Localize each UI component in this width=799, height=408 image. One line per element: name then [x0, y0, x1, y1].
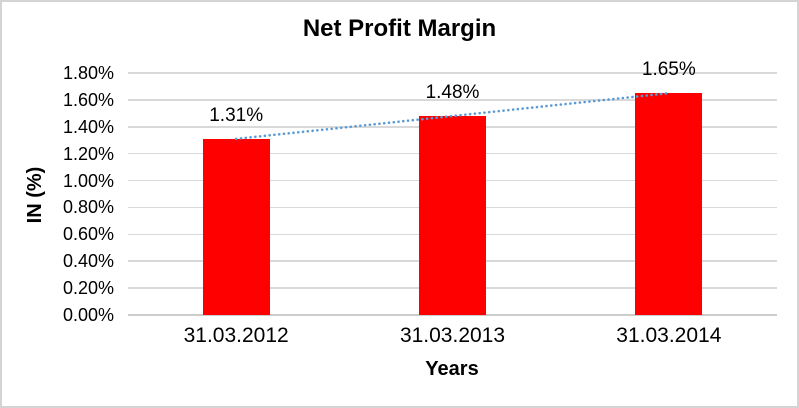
x-category-label: 31.03.2012 — [183, 324, 289, 347]
y-tick-label: 0.60% — [62, 224, 114, 245]
y-tick-label: 0.00% — [62, 305, 114, 325]
x-category-label: 31.03.2014 — [616, 324, 722, 347]
bar-31.03.2012[interactable] — [202, 138, 270, 315]
y-tick-label: 0.80% — [62, 197, 114, 218]
data-label-31.03.2013: 1.48% — [425, 82, 480, 104]
y-tick-label: 0.40% — [62, 251, 114, 272]
y-tick-label: 1.80% — [62, 63, 114, 83]
y-tick-label: 0.20% — [62, 278, 114, 299]
bar-31.03.2013[interactable] — [419, 116, 486, 315]
data-label-31.03.2014: 1.65% — [641, 59, 696, 81]
y-tick-label: 1.40% — [62, 116, 114, 137]
y-tick-label: 1.60% — [62, 89, 114, 110]
data-label-31.03.2012: 1.31% — [209, 104, 264, 126]
chart-title: Net Profit Margin — [302, 15, 497, 42]
x-category-label: 31.03.2013 — [399, 324, 506, 347]
gridline — [128, 72, 777, 74]
y-tick-label: 1.20% — [62, 143, 114, 164]
y-tick-label: 1.00% — [62, 170, 114, 191]
bar-31.03.2014[interactable] — [635, 93, 703, 315]
x-axis-title: Years — [425, 358, 479, 380]
x-axis-line — [128, 314, 777, 316]
